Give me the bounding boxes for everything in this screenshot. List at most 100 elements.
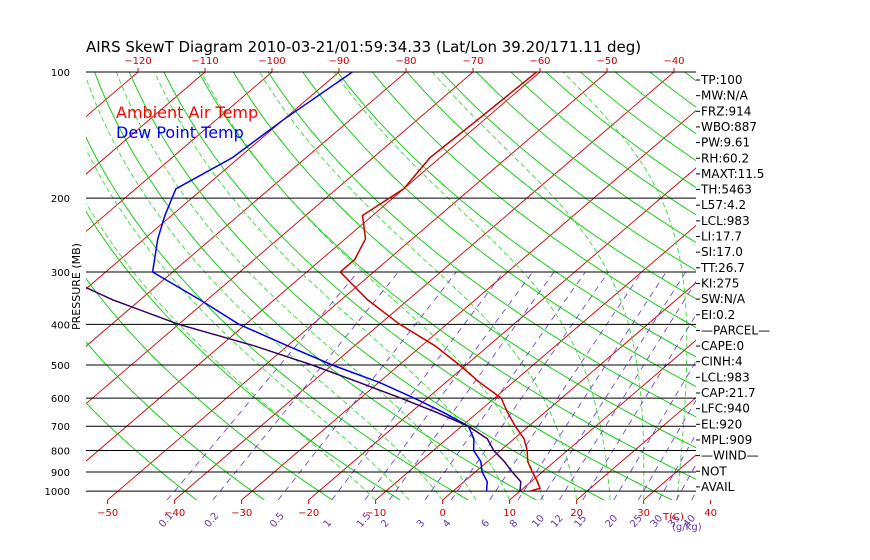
mixing-ratio-line bbox=[166, 271, 359, 500]
bottom-temp-label: 40 bbox=[704, 508, 717, 519]
mixing-ratio-label: 20 bbox=[604, 513, 621, 530]
dry-adiabat-line bbox=[371, 72, 696, 329]
mixing-ratio-line bbox=[424, 271, 586, 500]
isotherm-line bbox=[241, 109, 696, 500]
dry-adiabat-line bbox=[858, 72, 870, 500]
top-temp-label: −80 bbox=[395, 56, 416, 67]
isobars bbox=[86, 71, 696, 492]
mixing-ratio-line bbox=[331, 271, 504, 500]
dry-adiabat-line bbox=[86, 210, 401, 500]
pressure-tick-label: 900 bbox=[51, 468, 70, 479]
mixing-ratio-label: 1 bbox=[322, 518, 335, 530]
side-panel-item: PW:9.61 bbox=[701, 136, 750, 150]
bottom-temp-label: 0 bbox=[439, 508, 445, 519]
isotherm-line bbox=[86, 72, 273, 233]
side-panel-item: CINH:4 bbox=[701, 355, 743, 369]
profile-ambient-air-temp bbox=[339, 72, 541, 492]
side-panel-item: —WIND— bbox=[701, 449, 759, 463]
side-panel-item: EI:0.2 bbox=[701, 308, 735, 322]
mixing-ratio-label: 12 bbox=[549, 513, 566, 530]
bottom-temp-label: −10 bbox=[365, 508, 386, 519]
bottom-temp-label: −40 bbox=[164, 508, 185, 519]
mixing-ratio-label: 6 bbox=[480, 518, 493, 530]
moist-adiabat-line bbox=[200, 72, 544, 500]
moist-adiabat-line bbox=[86, 148, 410, 500]
isotherm-line bbox=[107, 72, 608, 500]
top-temp-label: −50 bbox=[596, 56, 617, 67]
side-panel-item: LI:17.7 bbox=[701, 230, 742, 244]
mixing-ratio-label: 2 bbox=[379, 518, 392, 530]
side-panel-item: FRZ:914 bbox=[701, 104, 751, 118]
dry-adiabat-line bbox=[267, 72, 696, 418]
dry-adiabat-line bbox=[754, 72, 870, 500]
side-panel-item: MAXT:11.5 bbox=[701, 167, 764, 181]
mixing-ratio-line bbox=[389, 271, 555, 500]
isotherm-line bbox=[86, 72, 474, 405]
mixing-ratio-line bbox=[540, 271, 687, 500]
mixing-ratio-line bbox=[613, 360, 696, 500]
isotherm-line bbox=[86, 72, 541, 462]
bottom-temp-label: −50 bbox=[97, 508, 118, 519]
pressure-tick-label: 1000 bbox=[45, 487, 70, 498]
dry-adiabat-line bbox=[510, 72, 696, 216]
profile-parcel bbox=[86, 286, 522, 492]
dry-adiabat-line bbox=[86, 402, 197, 500]
top-temp-label: −100 bbox=[258, 56, 285, 67]
isotherm-line bbox=[308, 167, 696, 500]
dry-adiabat-line bbox=[789, 72, 870, 500]
dry-adiabat-line bbox=[198, 72, 696, 480]
pressure-tick-label: 200 bbox=[51, 194, 70, 205]
top-temp-label: −70 bbox=[462, 56, 483, 67]
moist-adiabat-line bbox=[562, 72, 688, 500]
profile-dew-point-temp bbox=[151, 72, 489, 492]
side-panel-item: LCL:983 bbox=[701, 370, 750, 384]
legend-dewpoint: Dew Point Temp bbox=[116, 123, 244, 142]
side-panel-item: CAP:21.7 bbox=[701, 386, 756, 400]
chart-title: AIRS SkewT Diagram 2010-03-21/01:59:34.3… bbox=[86, 38, 641, 56]
dry-adiabat-line bbox=[302, 72, 696, 388]
mixing-ratio-label: 4 bbox=[441, 518, 454, 530]
mixing-ratio-line bbox=[364, 271, 534, 500]
dry-adiabat-line bbox=[232, 72, 696, 449]
mixing-ratio-line bbox=[517, 271, 667, 500]
bottom-temp-label: −30 bbox=[231, 508, 252, 519]
moist-adiabat-line bbox=[86, 76, 443, 500]
side-panel-item: —PARCEL— bbox=[701, 323, 770, 337]
side-panel-item: RH:60.2 bbox=[701, 151, 749, 165]
isotherm-line bbox=[643, 454, 696, 500]
moist-adiabat-line bbox=[154, 72, 511, 500]
dry-adiabat-line bbox=[441, 72, 696, 272]
isotherm-line bbox=[0, 72, 4, 500]
isotherm-line bbox=[576, 397, 696, 500]
dry-adiabat-line bbox=[337, 72, 696, 358]
side-panel-item: CAPE:0 bbox=[701, 339, 744, 353]
y-axis-title: PRESSURE (MB) bbox=[70, 243, 83, 330]
moist-adiabat-line bbox=[432, 72, 645, 500]
side-panel-item: MW:N/A bbox=[701, 89, 749, 103]
mixing-ratio-line bbox=[582, 314, 696, 500]
pressure-tick-label: 600 bbox=[51, 394, 70, 405]
isotherm-line bbox=[509, 339, 696, 500]
side-panel-item: EL:920 bbox=[701, 417, 742, 431]
dry-adiabat-line bbox=[86, 136, 469, 500]
isotherm-line bbox=[174, 72, 675, 500]
isotherm-line bbox=[86, 72, 206, 175]
t-unit-label: T(C) bbox=[662, 512, 684, 523]
mixing-ratio-line bbox=[489, 271, 642, 500]
side-panel-item: TH:5463 bbox=[700, 183, 752, 197]
mixing-ratio-label: 3 bbox=[415, 518, 428, 530]
top-temp-label: −40 bbox=[663, 56, 684, 67]
dry-adiabat-line bbox=[128, 72, 605, 500]
side-panel-item: TP:100 bbox=[700, 73, 743, 87]
pressure-tick-label: 800 bbox=[51, 447, 70, 458]
isotherm-line bbox=[86, 72, 340, 290]
pressure-tick-label: 400 bbox=[51, 320, 70, 331]
isotherm-line bbox=[0, 72, 71, 500]
side-panel-item: MPL:909 bbox=[701, 433, 752, 447]
pressure-tick-label: 700 bbox=[51, 422, 70, 433]
side-panel-item: TT:26.7 bbox=[700, 261, 745, 275]
legend-ambient: Ambient Air Temp bbox=[116, 103, 258, 122]
dry-adiabat-line bbox=[86, 341, 265, 500]
